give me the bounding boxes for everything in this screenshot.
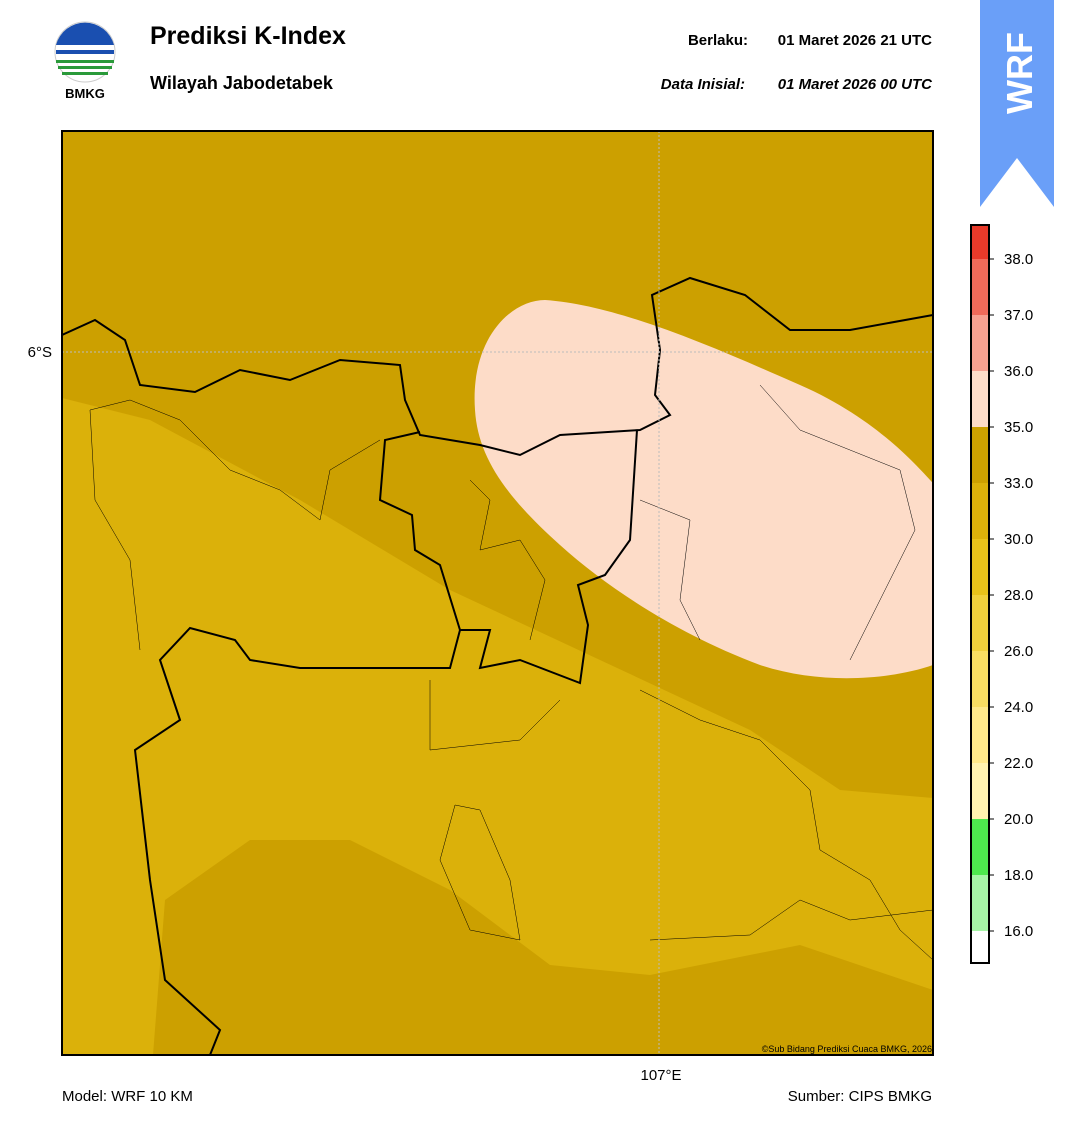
colorbar-segment xyxy=(971,225,989,259)
valid-time: 01 Maret 2026 21 UTC xyxy=(778,32,932,49)
init-label: Data Inisial: xyxy=(661,76,745,93)
subtitle: Wilayah Jabodetabek xyxy=(150,73,334,93)
colorbar: 16.0 18.0 20.0 22.0 24.0 26.0 28.0 30.0 33.0 35.0… xyxy=(970,224,1033,964)
colorbar-segment xyxy=(971,819,989,875)
colorbar-segment xyxy=(971,259,989,315)
colorbar-tick-label: 18.0 xyxy=(1004,867,1033,884)
colorbar-tick-label: 30.0 xyxy=(1004,531,1033,548)
logo: BMKG xyxy=(54,21,116,101)
province-border xyxy=(133,429,638,1055)
colorbar-tick-label: 37.0 xyxy=(1004,307,1033,324)
colorbar-segment xyxy=(971,875,989,931)
badge-text: WRF xyxy=(999,32,1040,114)
k-index-zone xyxy=(474,300,933,679)
colorbar-segment xyxy=(971,651,989,707)
colorbar-frame xyxy=(970,224,990,964)
colorbar-tick-label: 26.0 xyxy=(1004,643,1033,660)
copyright: ©Sub Bidang Prediksi Cuaca BMKG, 2026 xyxy=(762,1044,932,1054)
colorbar-tick-label: 33.0 xyxy=(1004,475,1033,492)
colorbar-segment xyxy=(971,483,989,539)
colorbar-segment xyxy=(971,371,989,427)
title: Prediksi K-Index xyxy=(150,22,346,50)
colorbar-segment xyxy=(971,763,989,819)
footer-model: Model: WRF 10 KM xyxy=(62,1088,193,1105)
colorbar-segment xyxy=(971,595,989,651)
colorbar-tick-label: 36.0 xyxy=(1004,363,1033,380)
valid-label: Berlaku: xyxy=(688,32,748,49)
init-time: 01 Maret 2026 00 UTC xyxy=(778,76,933,93)
colorbar-tick-label: 38.0 xyxy=(1004,251,1033,268)
lat-label: 6°S xyxy=(28,344,52,361)
colorbar-segment xyxy=(971,315,989,371)
colorbar-tick-label: 22.0 xyxy=(1004,755,1033,772)
colorbar-segment xyxy=(971,427,989,483)
regency-border xyxy=(89,384,933,961)
footer-source: Sumber: CIPS BMKG xyxy=(788,1088,932,1105)
colorbar-tick-label: 28.0 xyxy=(1004,587,1033,604)
colorbar-segment xyxy=(971,931,989,963)
colorbar-tick-label: 20.0 xyxy=(1004,811,1033,828)
colorbar-segment xyxy=(971,707,989,763)
colorbar-tick-label: 35.0 xyxy=(1004,419,1033,436)
coastline xyxy=(62,276,933,457)
colorbar-tick-label: 24.0 xyxy=(1004,699,1033,716)
wrf-badge: WRF xyxy=(980,0,1054,207)
lon-label: 107°E xyxy=(640,1067,681,1084)
colorbar-tick-label: 16.0 xyxy=(1004,923,1033,940)
logo-text: BMKG xyxy=(65,86,105,101)
map: ©Sub Bidang Prediksi Cuaca BMKG, 2026 6°… xyxy=(28,130,934,1084)
colorbar-segment xyxy=(971,539,989,595)
k-index-zone xyxy=(62,398,933,1055)
